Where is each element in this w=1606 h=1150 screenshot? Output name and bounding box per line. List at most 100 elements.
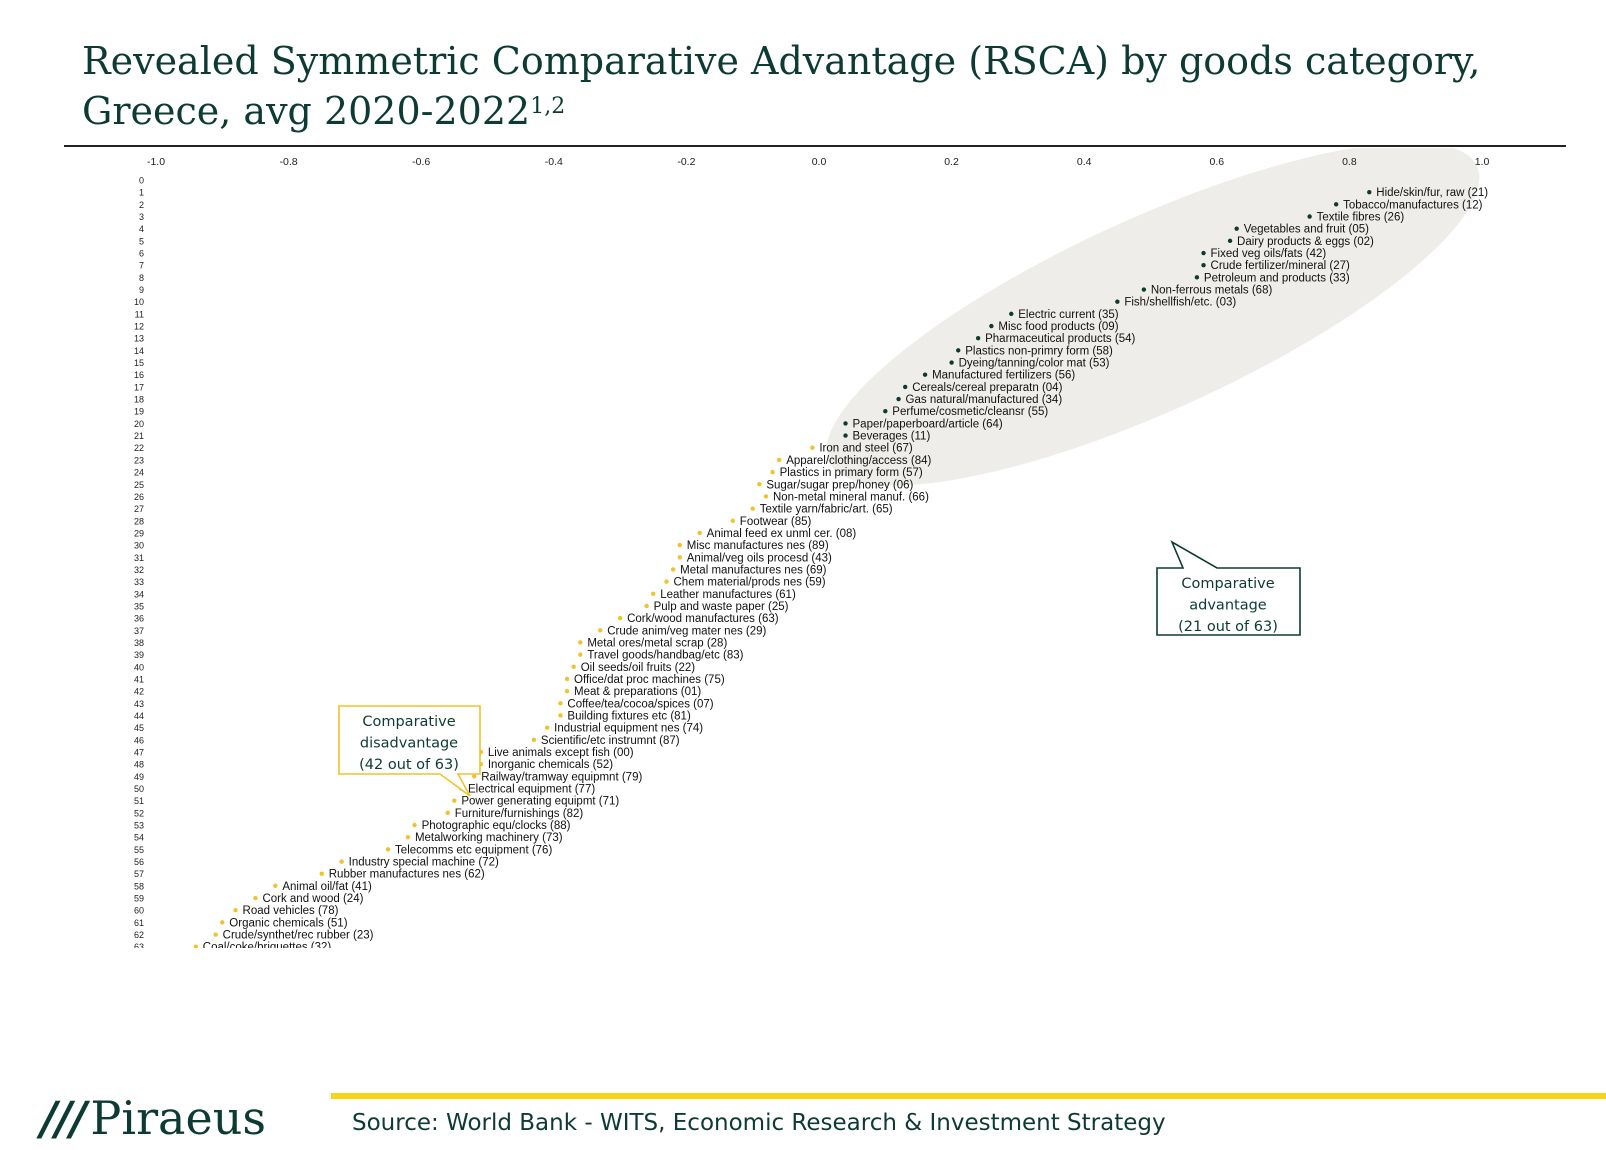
data-label: Manufactured fertilizers (56) — [932, 370, 1075, 382]
y-tick-label: 54 — [134, 833, 144, 843]
data-point — [763, 494, 769, 499]
advantage-callout-text: advantage — [1189, 598, 1267, 614]
data-point — [1141, 287, 1147, 292]
y-tick-label: 37 — [134, 626, 144, 636]
data-label: Pulp and waste paper (25) — [654, 601, 789, 613]
y-tick-label: 55 — [134, 845, 144, 855]
chart-title: Revealed Symmetric Comparative Advantage… — [82, 36, 1502, 136]
y-tick-label: 40 — [134, 662, 144, 672]
y-tick-label: 11 — [135, 309, 144, 319]
y-tick-label: 27 — [134, 504, 144, 514]
y-tick-label: 15 — [134, 358, 144, 368]
y-tick-label: 42 — [134, 687, 144, 697]
title-footnote-marker: 1,2 — [530, 94, 566, 119]
y-tick-label: 50 — [134, 784, 144, 794]
data-label: Coffee/tea/cocoa/spices (07) — [567, 698, 713, 710]
y-tick-label: 60 — [134, 906, 144, 916]
data-label: Animal oil/fat (41) — [282, 881, 372, 893]
advantage-callout-text: Comparative — [1181, 576, 1274, 592]
data-point — [989, 323, 994, 329]
data-label: Crude fertilizer/mineral (27) — [1211, 260, 1350, 272]
data-point — [956, 348, 961, 353]
data-point — [896, 396, 901, 402]
data-point — [578, 652, 583, 657]
x-tick-label: 0.2 — [944, 156, 959, 168]
data-label: Vegetables and fruit (05) — [1244, 224, 1369, 236]
data-label: Road vehicles (78) — [243, 905, 339, 917]
y-tick-label: 44 — [134, 711, 144, 721]
rsca-scatter-chart: -1.0 -0.8 -0.6 -0.4 -0.2 0.0 0.2 0.4 0.6 0.8 1.0 0 1… — [134, 148, 1489, 948]
y-tick-label: 12 — [134, 322, 144, 332]
title-line-1: Revealed Symmetric Comparative Advantage… — [82, 39, 1481, 83]
data-label: Animal/veg oils procesd (43) — [687, 552, 832, 564]
data-point — [617, 615, 623, 621]
data-label: Sugar/sugar prep/honey (06) — [766, 479, 913, 491]
x-tick-label: -1.0 — [147, 156, 165, 168]
disadvantage-callout-text: Comparative — [362, 714, 455, 730]
data-label: Coal/coke/briquettes (32) — [203, 942, 332, 948]
y-tick-label: 28 — [134, 516, 144, 526]
data-label: Rubber manufactures nes (62) — [329, 869, 485, 881]
y-tick-label: 19 — [134, 407, 144, 417]
data-label: Plastics non-primry form (58) — [965, 345, 1113, 357]
y-tick-label: 17 — [134, 382, 144, 392]
data-point — [843, 433, 848, 438]
x-tick-label: 0.8 — [1342, 156, 1357, 168]
y-tick-label: 22 — [134, 443, 144, 453]
data-label: Electric current (35) — [1018, 309, 1119, 321]
y-tick-label: 59 — [134, 894, 144, 904]
y-tick-label: 16 — [134, 370, 144, 380]
data-label: Apparel/clothing/access (84) — [786, 455, 931, 467]
data-point — [810, 445, 815, 450]
data-point — [233, 908, 238, 913]
x-tick-label: 0.0 — [812, 156, 827, 168]
y-tick-label: 36 — [134, 614, 144, 624]
y-tick-label: 45 — [134, 723, 144, 733]
data-point — [598, 628, 603, 633]
data-point — [558, 713, 563, 718]
logo-slashes: /// — [40, 1091, 86, 1145]
data-label: Building fixtures etc (81) — [567, 710, 691, 722]
data-point — [883, 409, 888, 414]
source-note: Source: World Bank - WITS, Economic Rese… — [352, 1110, 1166, 1136]
logo-text: Piraeus — [90, 1091, 266, 1145]
y-tick-label: 2 — [139, 200, 144, 210]
data-label: Animal feed ex unml cer. (08) — [707, 528, 857, 540]
data-point — [651, 591, 656, 596]
data-label: Dairy products & eggs (02) — [1237, 236, 1374, 248]
x-tick-label: -0.4 — [545, 156, 563, 168]
data-label: Furniture/furnishings (82) — [455, 808, 584, 820]
y-tick-label: 7 — [139, 261, 144, 271]
data-label: Metalworking machinery (73) — [415, 832, 563, 844]
y-tick-label: 10 — [134, 297, 144, 307]
data-point — [412, 822, 417, 828]
data-label: Cereals/cereal preparatn (04) — [912, 382, 1062, 394]
data-point — [213, 932, 218, 937]
y-tick-label: 31 — [134, 553, 144, 563]
y-tick-label: 33 — [134, 577, 144, 587]
data-point — [664, 579, 669, 584]
data-point — [1009, 311, 1014, 317]
x-tick-label: 0.4 — [1077, 156, 1092, 168]
data-label: Cork and wood (24) — [262, 893, 363, 905]
y-tick-label: 35 — [134, 601, 144, 611]
data-point — [1234, 226, 1239, 231]
y-tick-label: 38 — [134, 638, 144, 648]
data-point — [385, 847, 391, 852]
y-tick-label: 1 — [139, 188, 144, 198]
y-tick-label: 41 — [134, 674, 144, 684]
data-point — [571, 664, 576, 669]
advantage-highlight-ellipse — [826, 148, 1480, 486]
data-point — [975, 336, 981, 341]
y-tick-label: 43 — [134, 699, 144, 709]
data-label: Meat & preparations (01) — [574, 686, 701, 698]
data-label: Crude anim/veg mater nes (29) — [607, 625, 766, 637]
x-tick-label: -0.6 — [412, 156, 430, 168]
data-point — [644, 603, 649, 609]
data-point — [770, 469, 775, 475]
data-point — [1307, 214, 1312, 219]
y-tick-label: 9 — [139, 285, 144, 295]
data-label: Organic chemicals (51) — [229, 917, 347, 929]
data-point — [670, 567, 676, 572]
data-point — [1194, 275, 1200, 280]
